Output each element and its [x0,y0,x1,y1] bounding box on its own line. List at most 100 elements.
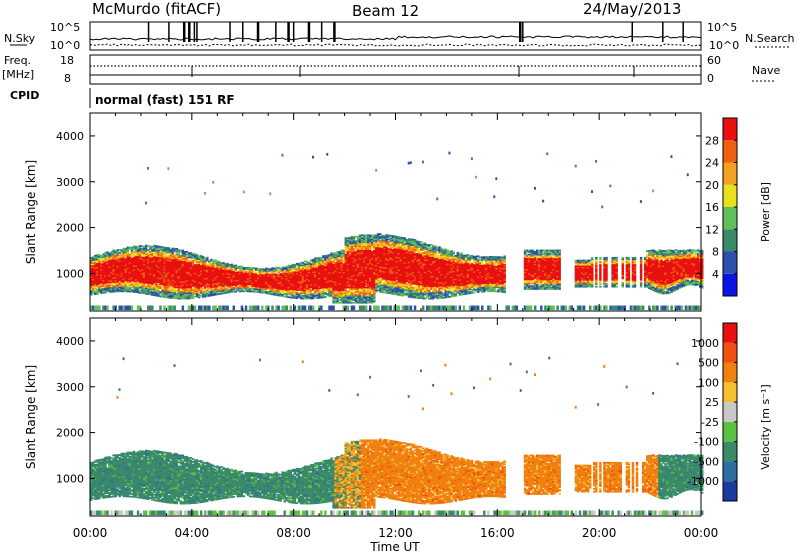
heatmap-cell [122,256,126,258]
heatmap-cell [114,267,117,269]
heatmap-cell [90,288,93,291]
heatmap-cell [159,261,162,263]
heatmap-cell [130,286,134,289]
heatmap-cell [104,254,107,257]
heatmap-cell [140,286,144,289]
heatmap-cell [100,266,103,268]
heatmap-cell [122,278,126,280]
heatmap-cell [138,251,142,254]
heatmap-cell [124,268,128,271]
heatmap-cell [157,281,160,284]
heatmap-cell [136,290,140,292]
heatmap-cell [159,263,162,266]
heatmap-cell [153,247,156,250]
heatmap-cell [149,246,152,249]
heatmap-cell [159,265,162,267]
heatmap-cell [147,264,150,267]
heatmap-cell [126,285,130,287]
heatmap-cell [161,291,164,294]
heatmap-cell [102,282,105,285]
heatmap-cell [90,283,93,285]
heatmap-cell [124,278,128,280]
heatmap-cell [112,274,115,276]
heatmap-cell [159,295,162,298]
heatmap-cell [98,263,101,266]
heatmap-cell [118,283,121,286]
heatmap-cell [149,263,152,266]
heatmap-cell [110,277,113,279]
heatmap-cell [151,291,154,293]
heatmap-cell [147,262,150,265]
heatmap-cell [155,264,158,267]
heatmap-cell [112,250,115,253]
heatmap-cell [134,262,138,265]
heatmap-cell [144,201,147,205]
heatmap-cell [149,275,152,278]
heatmap-cell [159,276,162,278]
heatmap-cell [108,285,111,288]
heatmap-cell [142,282,146,285]
heatmap-cell [193,305,197,311]
heatmap-cell [134,263,138,266]
heatmap-cell [132,288,136,291]
heatmap-cell [96,286,99,288]
heatmap-cell [134,255,138,258]
heatmap-cell [138,264,142,267]
heatmap-cell [159,270,162,273]
heatmap-cell [116,273,119,276]
heatmap-cell [159,305,162,311]
heatmap-cell [108,252,111,255]
heatmap-cell [153,253,156,255]
heatmap-cell [153,244,156,247]
heatmap-cell [149,271,152,274]
heatmap-cell [114,265,117,268]
heatmap-cell [98,271,101,274]
heatmap-cell [132,259,136,262]
heatmap-cell [155,285,158,287]
heatmap-cell [142,262,146,265]
heatmap-cell [147,260,150,262]
heatmap-cell [128,261,132,264]
heatmap-cell [110,281,113,284]
heatmap-cell [142,256,146,259]
heatmap-cell [106,277,109,280]
heatmap-cell [96,280,99,283]
heatmap-cell [112,272,115,275]
heatmap-cell [142,270,146,273]
heatmap-cell [122,254,126,257]
heatmap-cell [112,253,115,256]
heatmap-cell [159,267,162,270]
heatmap-cell [157,295,160,297]
heatmap-cell [136,247,140,250]
heatmap-cell [108,269,111,271]
heatmap-cell [130,261,134,264]
heatmap-cell [261,305,264,311]
heatmap-cell [151,292,154,295]
heatmap-cell [106,276,109,278]
heatmap-cell [155,254,158,257]
heatmap-cell [142,274,146,277]
heatmap-cell [149,260,152,263]
heatmap-cell [104,259,107,262]
heatmap-cell [96,288,99,291]
heatmap-cell [130,274,134,277]
heatmap-cell [128,305,132,311]
heatmap-cell [94,283,97,286]
heatmap-cell [155,263,158,265]
heatmap-cell [124,284,128,287]
heatmap-cell [118,249,121,251]
heatmap-cell [98,273,101,276]
heatmap-cell [153,281,156,284]
heatmap-cell [136,261,140,264]
heatmap-cell [130,259,134,261]
heatmap-cell [100,259,103,261]
heatmap-cell [204,192,207,195]
heatmap-cell [144,255,148,258]
heatmap-cell [136,281,140,284]
heatmap-cell [102,289,105,291]
heatmap-cell [134,289,138,292]
heatmap-cell [122,250,126,253]
heatmap-cell [277,305,280,311]
heatmap-cell [147,250,150,253]
heatmap-cell [126,267,130,269]
